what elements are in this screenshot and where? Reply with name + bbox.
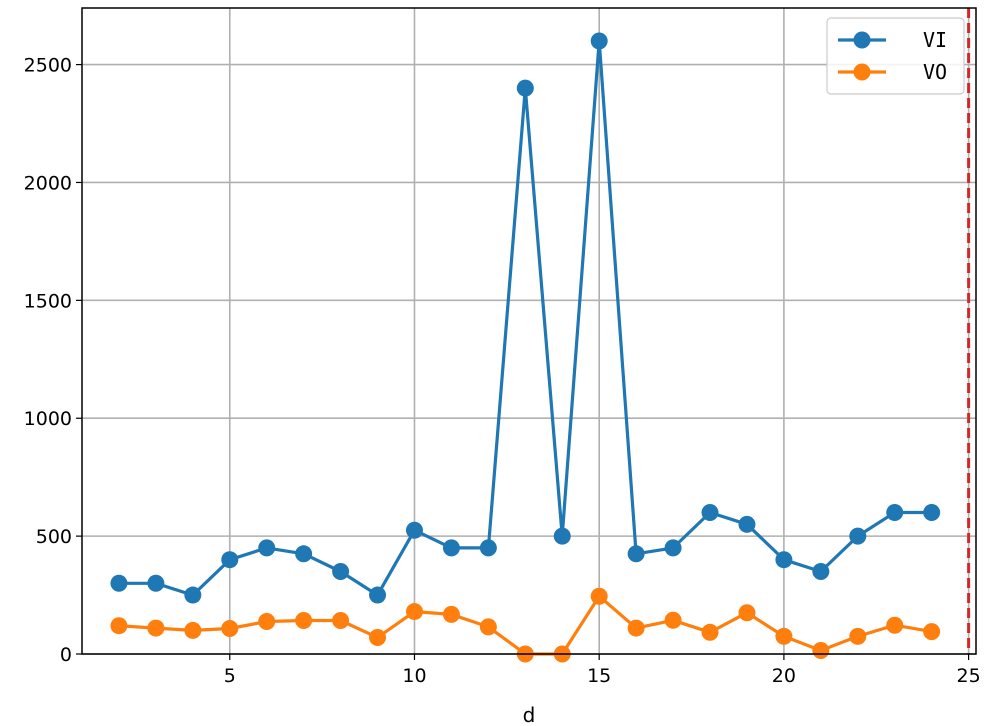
data-point bbox=[849, 527, 867, 545]
data-point bbox=[664, 611, 682, 629]
data-point bbox=[479, 618, 497, 636]
data-point bbox=[590, 32, 608, 50]
data-point bbox=[405, 521, 423, 539]
data-point bbox=[332, 612, 350, 630]
data-point bbox=[886, 616, 904, 634]
legend: VI VO bbox=[826, 17, 965, 95]
legend-marker bbox=[853, 63, 871, 81]
data-point bbox=[516, 79, 534, 97]
data-point bbox=[295, 612, 313, 630]
x-tick-label: 25 bbox=[957, 665, 981, 687]
series-line bbox=[118, 594, 932, 656]
data-point bbox=[221, 620, 239, 638]
data-point bbox=[258, 539, 276, 557]
data-point bbox=[147, 574, 165, 592]
y-tick-label: 0 bbox=[60, 644, 72, 666]
data-point bbox=[184, 586, 202, 604]
data-point bbox=[110, 574, 128, 592]
y-tick-label: 1000 bbox=[24, 408, 72, 430]
data-point bbox=[110, 617, 128, 635]
data-point bbox=[221, 551, 239, 569]
data-point bbox=[627, 619, 645, 637]
data-point bbox=[775, 551, 793, 569]
data-point bbox=[923, 504, 941, 522]
data-point bbox=[405, 603, 423, 621]
data-point bbox=[701, 504, 719, 522]
legend-label: VI bbox=[923, 28, 947, 52]
grid-lines bbox=[82, 8, 976, 655]
data-point bbox=[812, 641, 830, 659]
data-point bbox=[369, 628, 387, 646]
data-point bbox=[442, 605, 460, 623]
legend-entry: VI bbox=[838, 28, 947, 52]
data-point bbox=[479, 539, 497, 557]
data-point bbox=[590, 587, 608, 605]
data-point bbox=[923, 623, 941, 641]
data-point bbox=[664, 539, 682, 557]
x-tick-label: 20 bbox=[772, 665, 796, 687]
plot-frame bbox=[81, 7, 977, 655]
series-vo bbox=[110, 587, 941, 663]
axis-ticks: 5 10 15 20 25 0 500 1000 1500 2000 2500 bbox=[24, 55, 981, 687]
data-point bbox=[849, 627, 867, 645]
data-point bbox=[627, 545, 645, 563]
data-point bbox=[553, 527, 571, 545]
y-tick-label: 2500 bbox=[24, 55, 72, 77]
x-tick-label: 5 bbox=[224, 665, 236, 687]
data-point bbox=[886, 504, 904, 522]
data-point bbox=[775, 627, 793, 645]
x-axis-label: d bbox=[523, 703, 536, 726]
data-point bbox=[442, 539, 460, 557]
legend-marker bbox=[853, 31, 871, 49]
series-vi bbox=[110, 32, 941, 604]
y-tick-label: 1500 bbox=[24, 290, 72, 312]
data-point bbox=[369, 586, 387, 604]
y-tick-label: 500 bbox=[36, 526, 72, 548]
legend-label: VO bbox=[923, 60, 947, 84]
data-point bbox=[295, 545, 313, 563]
series-line bbox=[118, 39, 932, 597]
series-group bbox=[110, 32, 941, 663]
data-point bbox=[332, 562, 350, 580]
data-point bbox=[258, 612, 276, 630]
x-tick-label: 15 bbox=[587, 665, 611, 687]
data-point bbox=[147, 619, 165, 637]
data-point bbox=[701, 623, 719, 641]
data-point bbox=[184, 621, 202, 639]
data-point bbox=[738, 515, 756, 533]
data-point bbox=[738, 604, 756, 622]
y-tick-label: 2000 bbox=[24, 172, 72, 194]
data-point bbox=[812, 562, 830, 580]
x-tick-label: 10 bbox=[402, 665, 426, 687]
legend-entry: VO bbox=[838, 60, 947, 84]
